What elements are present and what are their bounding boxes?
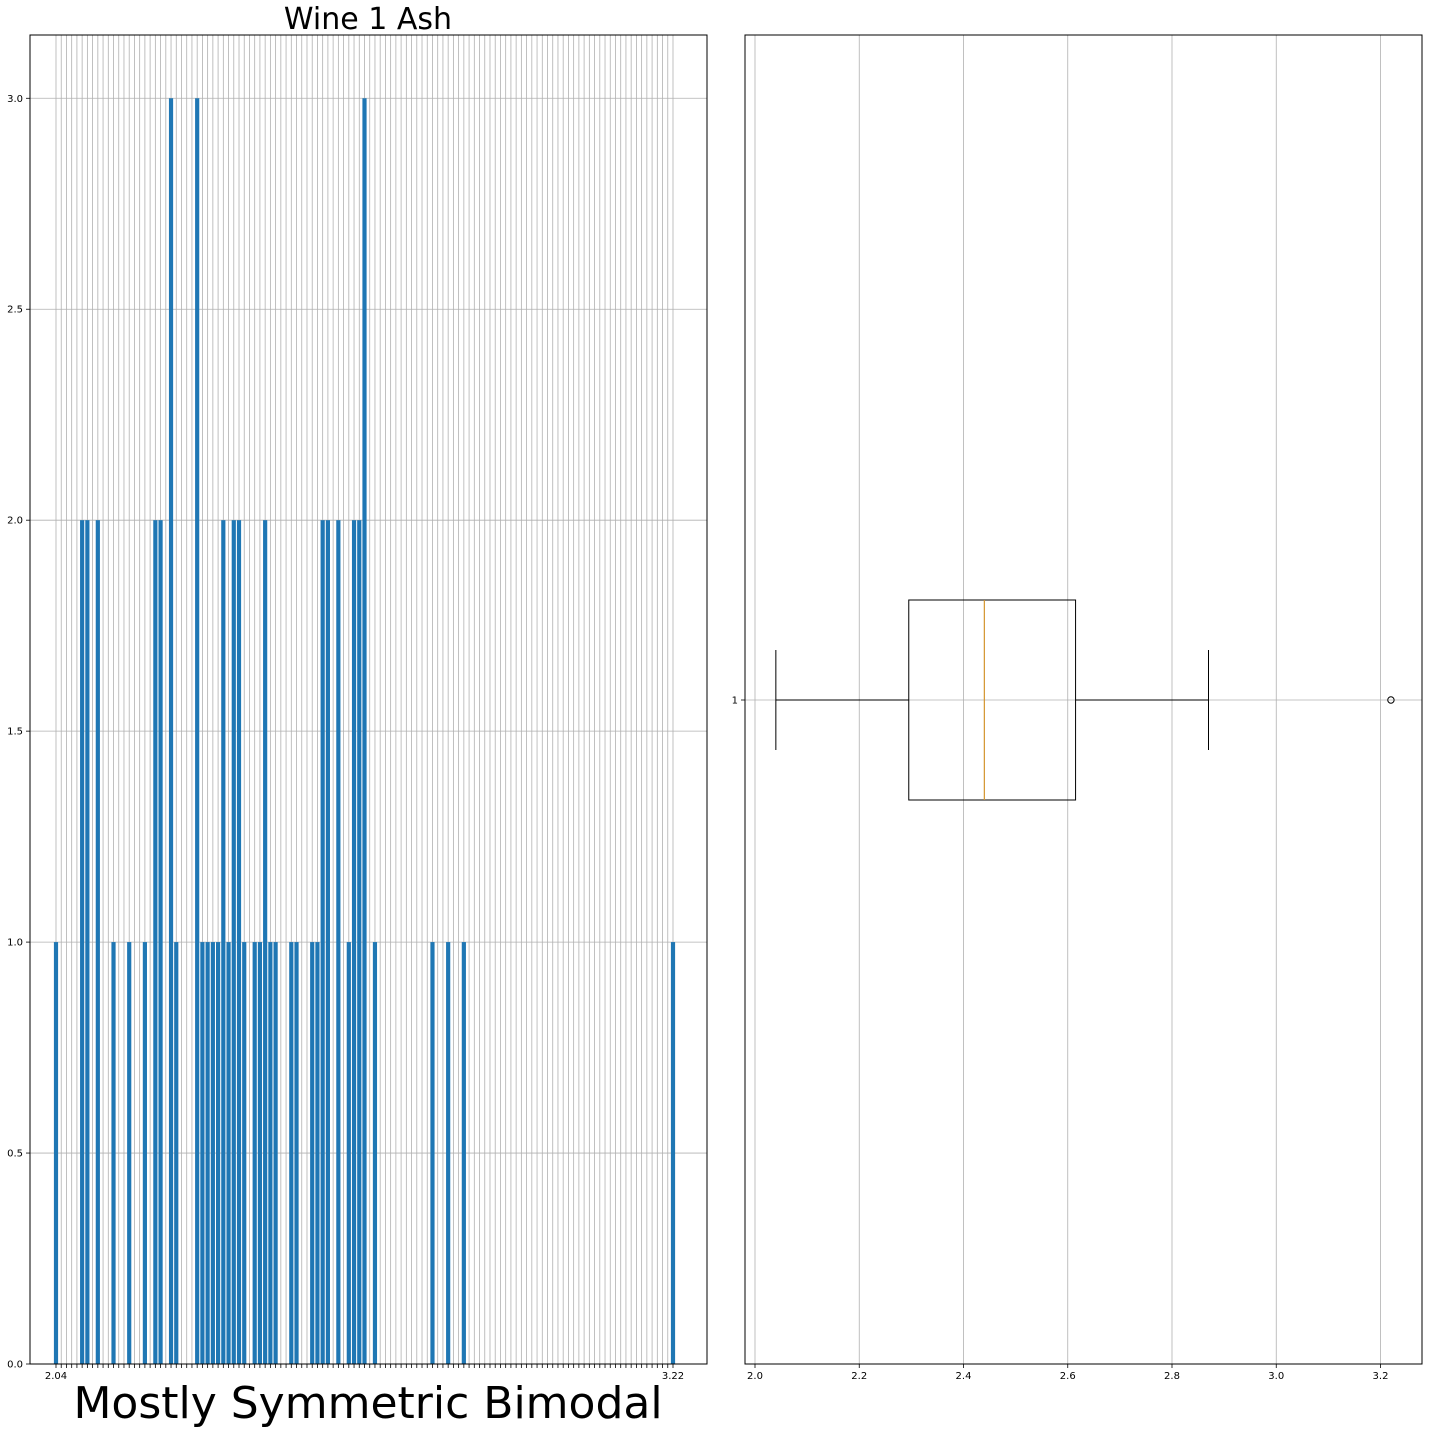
histogram-x-axis-label: Mostly Symmetric Bimodal xyxy=(73,1378,662,1429)
histogram-bar xyxy=(461,942,466,1364)
histogram-bar xyxy=(226,942,231,1364)
histogram-bar xyxy=(158,520,163,1364)
histogram-bar xyxy=(273,942,278,1364)
histogram-bar xyxy=(174,942,179,1364)
histogram-bar xyxy=(320,520,325,1364)
histogram-y-tick-label: 1.0 xyxy=(7,938,23,949)
histogram-bar xyxy=(362,98,367,1364)
boxplot-x-tick-label: 3.0 xyxy=(1268,1371,1284,1382)
histogram-bars xyxy=(53,98,676,1364)
histogram-y-axis: 0.0 0.5 1.0 1.5 2.0 2.5 3.0 xyxy=(7,94,30,1371)
histogram-x-axis xyxy=(55,1364,674,1368)
histogram-title: Wine 1 Ash xyxy=(284,2,452,37)
histogram-bar xyxy=(153,520,158,1364)
boxplot-x-tick-label: 2.6 xyxy=(1060,1371,1076,1382)
boxplot-x-tick-label: 3.2 xyxy=(1373,1371,1389,1382)
histogram-y-tick-label: 3.0 xyxy=(7,94,23,105)
histogram-bar xyxy=(346,942,351,1364)
histogram-bar xyxy=(216,942,221,1364)
histogram-plot-frame xyxy=(29,34,708,1365)
histogram-bar xyxy=(242,942,247,1364)
histogram-bar xyxy=(263,520,268,1364)
boxplot-marks xyxy=(775,599,1395,801)
histogram-y-tick-label: 1.5 xyxy=(7,727,23,738)
histogram-bar xyxy=(231,520,236,1364)
histogram-bar xyxy=(252,942,257,1364)
histogram-bar xyxy=(80,520,85,1364)
histogram-bar xyxy=(142,942,147,1364)
histogram-bar xyxy=(325,520,330,1364)
histogram-bar xyxy=(336,520,341,1364)
histogram-bar xyxy=(221,520,226,1364)
histogram-bar xyxy=(310,942,315,1364)
boxplot-outlier-point xyxy=(1387,696,1395,704)
histogram-y-tick-label: 0.5 xyxy=(7,1149,23,1160)
boxplot-x-tick-label: 2.8 xyxy=(1164,1371,1180,1382)
histogram-bar xyxy=(53,942,59,1364)
boxplot-x-tick-label: 2.2 xyxy=(851,1371,867,1382)
boxplot-x-tick-label: 2.4 xyxy=(956,1371,972,1382)
histogram-chart: 0.0 0.5 1.0 1.5 2.0 2.5 3.0 2.04 3.22 Wine 1 A… xyxy=(7,2,708,1429)
boxplot-chart: 2.0 2.2 2.4 2.6 2.8 3.0 3.2 1 xyxy=(732,34,1423,1382)
histogram-bar xyxy=(85,520,90,1364)
histogram-bar xyxy=(289,942,294,1364)
boxplot-x-tick-label: 2.0 xyxy=(747,1371,763,1382)
histogram-bar xyxy=(205,942,210,1364)
histogram-y-tick-label: 0.0 xyxy=(7,1360,23,1371)
histogram-y-tick-label: 2.0 xyxy=(7,516,23,527)
histogram-bar xyxy=(210,942,215,1364)
histogram-x-tick-label-first: 2.04 xyxy=(45,1371,67,1382)
histogram-bar xyxy=(268,942,273,1364)
histogram-bar xyxy=(357,520,362,1364)
boxplot-y-tick-label: 1 xyxy=(732,696,738,707)
histogram-bar xyxy=(195,98,200,1364)
boxplot-y-axis: 1 xyxy=(732,696,745,707)
histogram-bar xyxy=(670,942,676,1364)
boxplot-x-axis: 2.0 2.2 2.4 2.6 2.8 3.0 3.2 xyxy=(747,1364,1388,1382)
histogram-bar xyxy=(257,942,263,1364)
boxplot-plot-frame xyxy=(744,34,1423,1365)
histogram-bar xyxy=(372,942,378,1364)
histogram-y-tick-label: 2.5 xyxy=(7,305,23,316)
histogram-bar xyxy=(294,942,299,1364)
histogram-bar xyxy=(430,942,435,1364)
histogram-bar xyxy=(95,520,100,1364)
histogram-bar xyxy=(236,520,242,1364)
histogram-bar xyxy=(168,98,174,1364)
histogram-bar xyxy=(111,942,116,1364)
histogram-bar xyxy=(446,942,451,1364)
boxplot-box xyxy=(908,599,1077,801)
histogram-bar xyxy=(127,942,132,1364)
histogram-bar xyxy=(315,942,320,1364)
histogram-bar xyxy=(351,520,357,1364)
histogram-x-tick-label-last: 3.22 xyxy=(662,1371,684,1382)
histogram-bar xyxy=(200,942,205,1364)
